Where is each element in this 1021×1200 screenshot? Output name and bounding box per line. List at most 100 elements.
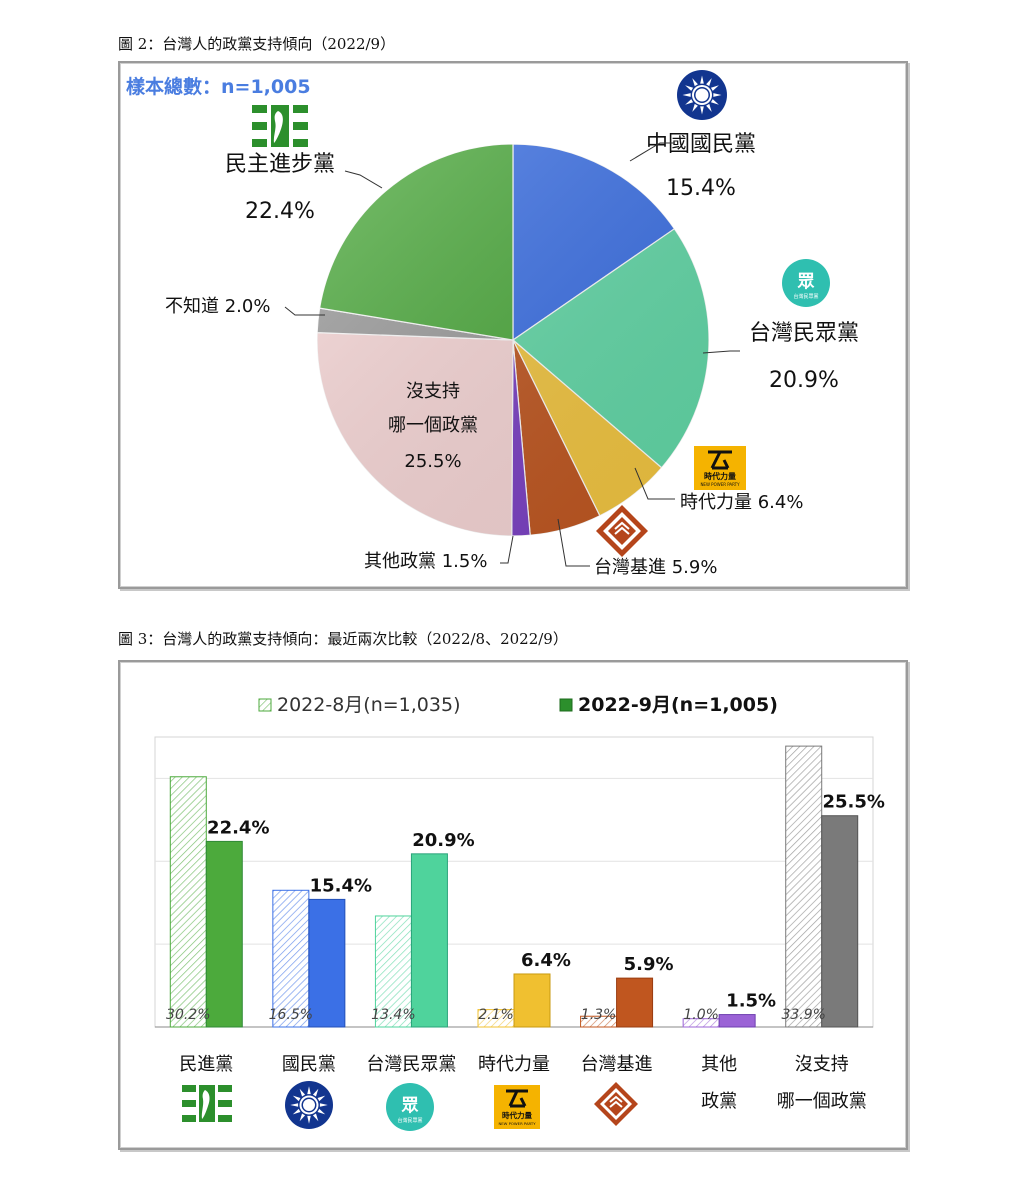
bar-aug-label: 33.9%: [781, 1007, 825, 1023]
sun-ray: [682, 93, 691, 97]
category-label: 沒支持: [795, 1054, 849, 1075]
chart-legend: 2022-8月(n=1,035) 2022-9月(n=1,005): [258, 694, 778, 716]
bar-sep: [205, 840, 243, 1028]
npp-logo-icon: 時代力量 NEW POWER PARTY: [694, 446, 746, 490]
leader-kmt: [629, 142, 675, 162]
sun-ray: [312, 1088, 319, 1097]
sun-ray: [312, 1113, 319, 1122]
leader-other: [500, 535, 514, 564]
category-label: 時代力量: [478, 1054, 550, 1075]
sun-ray: [307, 1115, 311, 1124]
sun-ray: [692, 78, 698, 87]
dpp-logo-icon: [252, 105, 308, 147]
sun-ray: [700, 106, 704, 115]
sun-ray: [292, 1095, 301, 1102]
pie-slices: [316, 143, 710, 537]
bar-aug-label: 13.4%: [371, 1007, 415, 1023]
sun-ray: [706, 103, 712, 112]
sun-ray: [706, 78, 712, 87]
figure-2-caption: 圖 2：台灣人的政黨支持傾向（2022/9）: [118, 35, 396, 53]
npp-logo-sub: NEW POWER PARTY: [498, 1121, 536, 1126]
label-dpp-value: 22.4%: [245, 199, 315, 224]
legend-swatch-aug: [258, 698, 272, 712]
bar-sep-label: 1.5%: [726, 991, 776, 1012]
bar-aug: [272, 889, 310, 1028]
category-label: 國民黨: [282, 1054, 336, 1075]
sun-ray: [290, 1103, 299, 1107]
bar-aug-label: 1.3%: [581, 1007, 617, 1023]
sun-ray: [710, 85, 719, 91]
tpp-logo-icon: 眾 台灣民眾黨: [386, 1083, 434, 1131]
label-kmt-value: 15.4%: [666, 176, 736, 201]
legend-label-sep: 2022-9月(n=1,005): [578, 694, 778, 716]
sun-ray: [317, 1108, 326, 1115]
sun-ray: [685, 99, 694, 105]
npp-logo-text: 時代力量: [502, 1110, 532, 1120]
sun-ray: [292, 1108, 301, 1115]
npp-logo-sub: NEW POWER PARTY: [700, 482, 740, 487]
sun-ray: [299, 1088, 306, 1097]
bar-aug: [169, 776, 207, 1028]
bar-sep-label: 6.4%: [521, 950, 571, 971]
leader-tsp: [557, 518, 590, 567]
label-unknown: 不知道 2.0%: [165, 296, 270, 317]
bar-sep-label: 5.9%: [624, 954, 674, 975]
kmt-sun-logo-icon: [285, 1081, 333, 1129]
category-label: 其他: [701, 1054, 737, 1075]
bar-sep: [616, 977, 654, 1028]
label-kmt-name: 中國國民黨: [646, 132, 756, 157]
pie-chart: 樣本總數：n=1,005 中國國民黨 15.4% 台灣民眾黨 20.9% 時代力量 6.…: [126, 70, 859, 578]
label-npp: 時代力量 6.4%: [680, 492, 803, 513]
label-tpp-value: 20.9%: [769, 368, 839, 393]
npp-logo-text: 時代力量: [704, 471, 736, 481]
sun-ray: [692, 103, 698, 112]
sun-ray: [317, 1095, 326, 1102]
leader-tpp: [702, 350, 740, 354]
legend-label-aug: 2022-8月(n=1,035): [277, 694, 460, 716]
sun-ray: [319, 1103, 328, 1107]
kmt-sun-logo-icon: [677, 70, 727, 120]
category-label: 政黨: [701, 1091, 737, 1112]
sun-ray: [299, 1113, 306, 1122]
bar-sep: [308, 898, 346, 1028]
tsp-logo-icon: [596, 505, 648, 557]
bar-sep-label: 22.4%: [207, 817, 269, 838]
bar-sep: [513, 973, 551, 1028]
bar-sep-label: 25.5%: [822, 792, 884, 813]
label-none-line2: 哪一個政黨: [388, 415, 478, 436]
bar-sep-label: 15.4%: [310, 875, 372, 896]
bar-chart: 2022-8月(n=1,035) 2022-9月(n=1,005) 30.2% 2…: [154, 694, 885, 1131]
bar-aug-label: 30.2%: [166, 1007, 210, 1023]
bar-aug-label: 2.1%: [478, 1007, 514, 1023]
leader-npp: [634, 467, 675, 500]
slice-dpp: [318, 143, 514, 341]
bar-sep: [821, 815, 859, 1028]
sun-ray: [710, 99, 719, 105]
tpp-logo-sub: 台灣民眾黨: [397, 1117, 422, 1124]
bar-aug-label: 1.0%: [683, 1007, 719, 1023]
bar-chart-frame: 2022-8月(n=1,035) 2022-9月(n=1,005) 30.2% 2…: [118, 660, 908, 1150]
label-dpp-name: 民主進步黨: [225, 152, 335, 177]
label-none-line1: 沒支持: [406, 381, 460, 402]
leader-unknown: [284, 306, 325, 316]
tpp-logo-icon: 眾 台灣民眾黨: [782, 259, 830, 307]
category-label: 台灣民眾黨: [366, 1054, 456, 1075]
bar-marks: 30.2% 22.4% 16.5% 15.4% 13.4% 20.9% 2.1% 6.4% 1.…: [166, 745, 885, 1028]
leader-dpp: [344, 170, 383, 189]
bar-aug: [785, 745, 823, 1028]
tsp-logo-icon: [594, 1082, 638, 1126]
label-tsp: 台灣基進 5.9%: [594, 557, 717, 578]
category-label: 哪一個政黨: [777, 1091, 867, 1112]
label-tpp-name: 台灣民眾黨: [749, 321, 859, 346]
sun-ray: [713, 93, 722, 97]
tpp-logo-char: 眾: [401, 1096, 419, 1116]
legend-swatch-sep: [559, 698, 573, 712]
sun-ray: [700, 75, 704, 84]
category-label: 民進黨: [179, 1054, 233, 1075]
pie-labels: 中國國民黨 15.4% 台灣民眾黨 20.9% 時代力量 6.4% 台灣基進 5.9% 其他…: [165, 132, 859, 578]
category-label: 台灣基進: [581, 1054, 653, 1075]
bar-sep: [718, 1014, 756, 1028]
pie-chart-frame: 樣本總數：n=1,005 中國國民黨 15.4% 台灣民眾黨 20.9% 時代力量 6.…: [118, 61, 908, 589]
npp-logo-icon: 時代力量 NEW POWER PARTY: [494, 1085, 540, 1129]
